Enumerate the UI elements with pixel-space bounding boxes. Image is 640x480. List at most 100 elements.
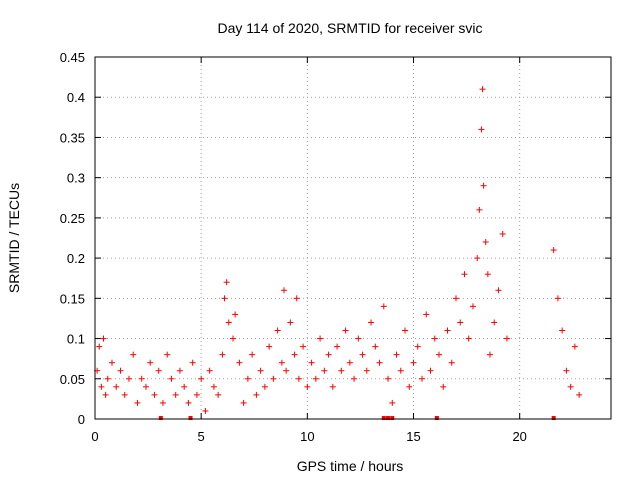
- data-point: [476, 206, 483, 213]
- data-point: [469, 303, 476, 310]
- data-point: [257, 367, 264, 374]
- data-point: [185, 399, 192, 406]
- data-point: [393, 351, 400, 358]
- data-point: [440, 383, 447, 390]
- data-point: [293, 295, 300, 302]
- y-axis-label: SRMTID / TECUs: [6, 183, 22, 293]
- zero-marker: [188, 416, 193, 420]
- data-point: [283, 367, 290, 374]
- data-point: [380, 303, 387, 310]
- data-point: [189, 359, 196, 366]
- x-tick-label: 20: [512, 429, 526, 444]
- data-point: [457, 319, 464, 326]
- data-point: [142, 383, 149, 390]
- grid: [95, 57, 611, 419]
- data-point: [291, 351, 298, 358]
- data-point: [138, 375, 145, 382]
- data-point: [96, 343, 103, 350]
- data-point: [164, 351, 171, 358]
- data-point: [372, 343, 379, 350]
- y-tick-label: 0.05: [60, 372, 85, 387]
- data-point: [346, 359, 353, 366]
- chart-title: Day 114 of 2020, SRMTID for receiver svi…: [217, 20, 482, 36]
- zero-marker: [381, 416, 386, 420]
- data-point: [397, 367, 404, 374]
- data-point: [359, 351, 366, 358]
- data-point: [181, 383, 188, 390]
- data-point: [300, 343, 307, 350]
- data-point: [482, 239, 489, 246]
- data-point: [389, 399, 396, 406]
- data-point: [125, 375, 132, 382]
- data-point: [172, 391, 179, 398]
- data-point: [155, 367, 162, 374]
- data-point: [567, 383, 574, 390]
- data-point: [317, 335, 324, 342]
- data-point: [113, 383, 120, 390]
- data-point: [431, 335, 438, 342]
- data-point: [480, 182, 487, 189]
- plot-frame: [94, 56, 612, 420]
- data-point: [280, 287, 287, 294]
- data-point: [563, 367, 570, 374]
- data-point: [427, 367, 434, 374]
- data-point: [342, 327, 349, 334]
- zero-marker: [158, 416, 163, 420]
- data-point: [108, 359, 115, 366]
- zero-marker: [386, 416, 391, 420]
- data-point: [168, 375, 175, 382]
- data-point: [221, 295, 228, 302]
- data-point: [295, 375, 302, 382]
- data-point: [130, 351, 137, 358]
- data-point: [147, 359, 154, 366]
- data-point: [465, 335, 472, 342]
- data-point: [376, 359, 383, 366]
- data-point: [461, 271, 468, 278]
- data-point: [491, 319, 498, 326]
- data-point: [410, 359, 417, 366]
- data-point: [225, 319, 232, 326]
- y-tick-label: 0.25: [60, 211, 85, 226]
- data-points: [94, 86, 583, 420]
- data-point: [159, 399, 166, 406]
- data-point: [287, 319, 294, 326]
- data-point: [270, 375, 277, 382]
- data-point: [100, 335, 107, 342]
- data-point: [448, 359, 455, 366]
- data-point: [419, 375, 426, 382]
- y-tick-label: 0.3: [67, 171, 85, 186]
- data-point: [571, 343, 578, 350]
- data-point: [495, 287, 502, 294]
- zero-marker: [551, 416, 556, 420]
- y-tick-label: 0.45: [60, 50, 85, 65]
- data-point: [338, 367, 345, 374]
- data-point: [193, 391, 200, 398]
- data-point: [121, 391, 128, 398]
- data-point: [102, 391, 109, 398]
- data-point: [321, 367, 328, 374]
- data-point: [499, 230, 506, 237]
- data-point: [414, 343, 421, 350]
- data-point: [402, 327, 409, 334]
- data-point: [266, 343, 273, 350]
- data-point: [210, 383, 217, 390]
- data-point: [503, 335, 510, 342]
- data-point: [351, 375, 358, 382]
- data-point: [474, 255, 481, 262]
- x-tick-label: 15: [406, 429, 420, 444]
- data-point: [134, 399, 141, 406]
- data-point: [274, 327, 281, 334]
- data-point: [478, 126, 485, 133]
- zero-marker: [434, 416, 439, 420]
- data-point: [232, 311, 239, 318]
- y-tick-label: 0.1: [67, 332, 85, 347]
- data-point: [484, 271, 491, 278]
- data-point: [355, 335, 362, 342]
- data-point: [479, 86, 486, 93]
- x-tick-label: 10: [300, 429, 314, 444]
- data-point: [406, 383, 413, 390]
- data-point: [423, 311, 430, 318]
- x-tick-label: 5: [198, 429, 205, 444]
- zero-marker: [390, 416, 395, 420]
- data-point: [385, 375, 392, 382]
